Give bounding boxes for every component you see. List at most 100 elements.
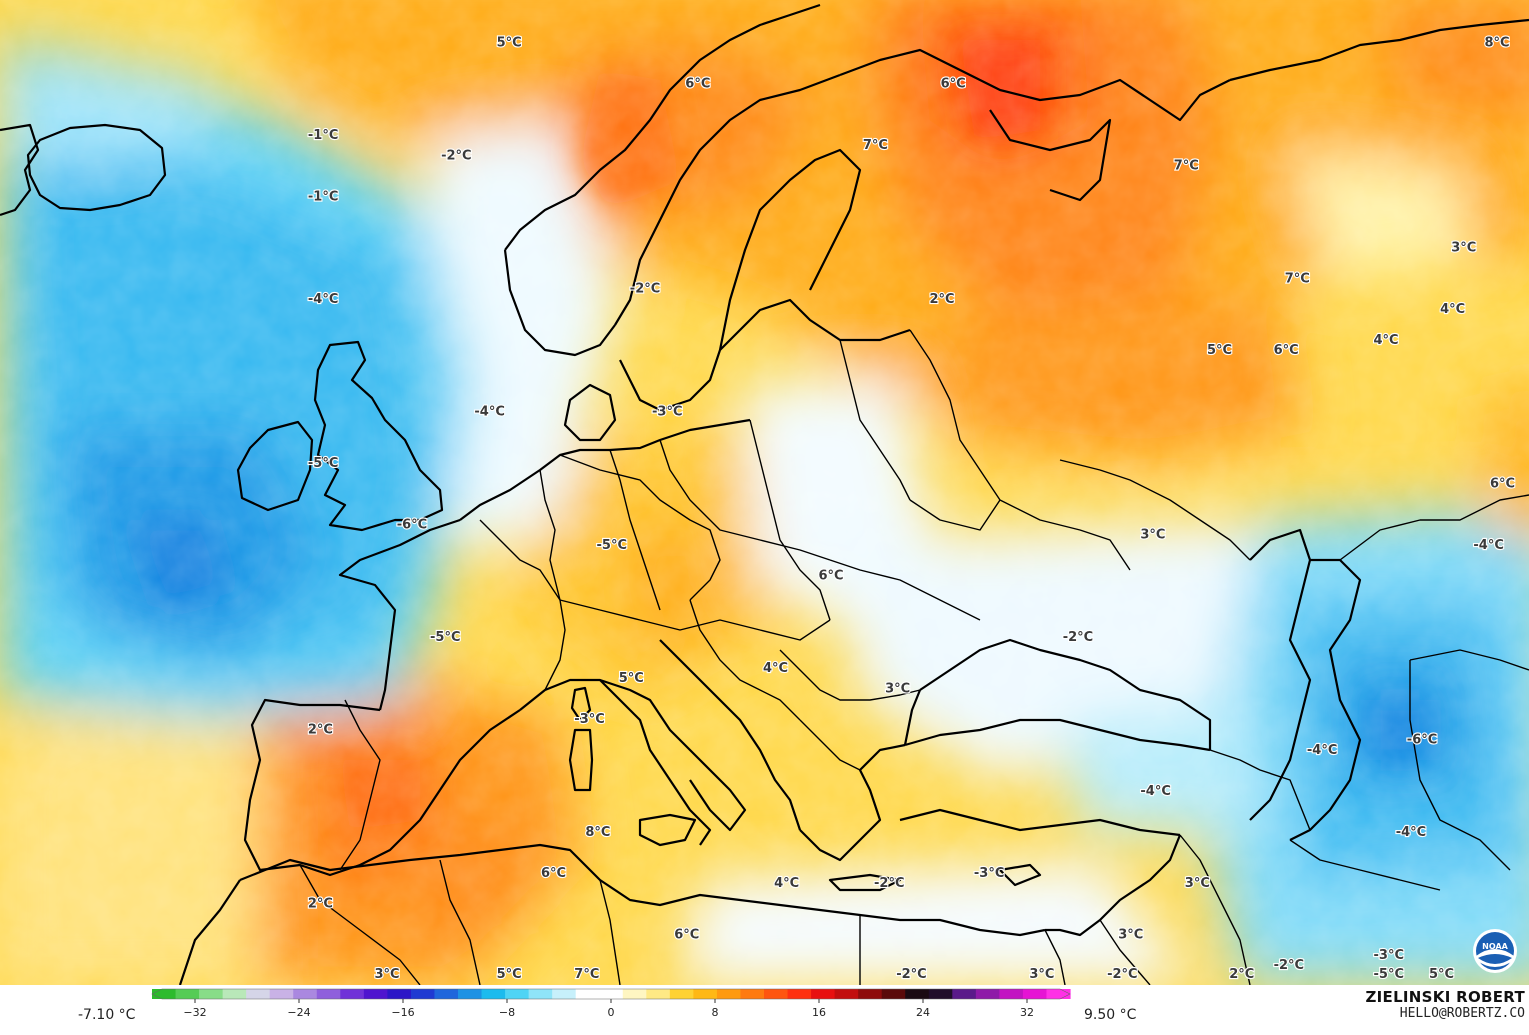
- legend-swatch: [363, 989, 388, 999]
- legend-swatch: [387, 989, 412, 999]
- temp-label: 4°C: [774, 876, 799, 891]
- temp-label: -4°C: [1307, 743, 1337, 758]
- legend-swatch: [528, 989, 553, 999]
- legend-swatch: [858, 989, 883, 999]
- temp-label: 3°C: [1029, 967, 1054, 982]
- gulf-of-bothnia: [718, 148, 862, 351]
- temp-label: 3°C: [1185, 876, 1210, 891]
- temp-label: 6°C: [541, 866, 566, 881]
- legend-swatch: [787, 989, 812, 999]
- temp-label: -5°C: [430, 630, 460, 645]
- temp-label: 2°C: [1229, 967, 1254, 982]
- author-name: ZIELINSKI ROBERT: [1365, 988, 1525, 1006]
- author-email[interactable]: HELLO@ROBERTZ.CO: [1399, 1006, 1525, 1021]
- sardinia-coast: [568, 728, 594, 792]
- temp-label: 5°C: [619, 671, 644, 686]
- map-canvas: 5°C 6°C 6°C 7°C 7°C 8°C -1°C -2°C -1°C -2°C 2°C 3°C…: [0, 0, 1529, 985]
- ireland-coast: [236, 420, 314, 512]
- iceland-coast: [26, 123, 167, 212]
- legend-swatch: [740, 989, 765, 999]
- temp-label: 4°C: [763, 661, 788, 676]
- temp-label: -1°C: [308, 128, 338, 143]
- legend-swatch: [764, 989, 789, 999]
- temp-label: -4°C: [1396, 825, 1426, 840]
- temp-label: -2°C: [441, 148, 471, 163]
- temp-label: -5°C: [597, 538, 627, 553]
- temp-label: -2°C: [1063, 630, 1093, 645]
- legend-swatch: [716, 989, 742, 999]
- temp-label: -3°C: [1374, 948, 1404, 963]
- legend-outline: [151, 988, 1071, 1000]
- legend-svg: −32 −24 −16 −8 0 8 16 24 32: [151, 988, 1071, 1019]
- temp-label: -2°C: [874, 876, 904, 891]
- temp-label: 4°C: [1374, 333, 1399, 348]
- sicily-coast: [638, 813, 697, 847]
- legend-tick-label: 8: [712, 1006, 719, 1019]
- legend-swatch: [434, 989, 459, 999]
- legend-swatch: [269, 989, 294, 999]
- legend-swatch: [905, 989, 930, 999]
- legend-tick-label: −8: [499, 1006, 515, 1019]
- denmark-coast: [563, 383, 617, 442]
- temp-label: -3°C: [974, 866, 1004, 881]
- legend-swatch: [975, 989, 1000, 999]
- italy-coast: [599, 679, 712, 846]
- caspian-east: [1289, 558, 1362, 841]
- temp-label: 6°C: [819, 569, 844, 584]
- adriatic-east: [659, 639, 802, 831]
- temp-label: 6°C: [941, 77, 966, 92]
- temp-label: 5°C: [1429, 967, 1454, 982]
- temp-label: 3°C: [375, 967, 400, 982]
- temp-label: -5°C: [1374, 967, 1404, 982]
- legend-swatch: [999, 989, 1024, 999]
- black-sea-north: [919, 638, 1212, 750]
- levant-coast: [1045, 834, 1182, 937]
- russia-arctic-coast: [1229, 18, 1529, 82]
- legend-swatch: [1022, 989, 1048, 999]
- legend-tick-label: −16: [391, 1006, 414, 1019]
- legend-ticks: −32 −24 −16 −8 0 8 16 24 32: [183, 999, 1034, 1019]
- temperature-map[interactable]: 5°C 6°C 6°C 7°C 7°C 8°C -1°C -2°C -1°C -2°C 2°C 3°C…: [0, 0, 1529, 985]
- range-max-label: 9.50 °C: [1084, 1007, 1137, 1023]
- temp-label: -4°C: [1140, 784, 1170, 799]
- corsica-coast: [570, 686, 592, 722]
- med-north-coast: [519, 678, 747, 832]
- legend-swatch: [458, 989, 483, 999]
- temp-label: -4°C: [474, 405, 504, 420]
- coastlines: [0, 3, 1529, 985]
- turkey-coast: [904, 718, 1211, 752]
- cyprus-coast: [998, 863, 1042, 887]
- legend-swatch: [410, 989, 436, 999]
- greece-coast: [799, 743, 906, 862]
- legend-swatch: [599, 989, 624, 999]
- norway-south-coast: [503, 249, 616, 357]
- africa-west-coast: [178, 879, 241, 985]
- legend-swatch: [646, 989, 671, 999]
- legend-tick-label: −32: [183, 1006, 206, 1019]
- temp-label: 2°C: [930, 292, 955, 307]
- temp-label: 5°C: [497, 967, 522, 982]
- noaa-logo-text: NOAA: [1482, 942, 1508, 951]
- temp-label: 3°C: [885, 681, 910, 696]
- legend-swatch: [952, 989, 977, 999]
- white-sea: [989, 109, 1112, 202]
- legend-tick-label: 32: [1020, 1006, 1034, 1019]
- temp-label: -4°C: [308, 292, 338, 307]
- temp-label: -2°C: [1274, 958, 1304, 973]
- temp-label: 6°C: [685, 77, 710, 92]
- temp-label: -2°C: [896, 967, 926, 982]
- legend-swatch: [222, 989, 247, 999]
- legend-swatch: [316, 989, 341, 999]
- legend-swatch: [246, 989, 271, 999]
- temp-label: 2°C: [308, 722, 333, 737]
- temp-label: -6°C: [397, 517, 427, 532]
- kola-coast: [839, 48, 1231, 122]
- noaa-logo-icon: NOAA: [1473, 929, 1517, 973]
- temp-label: 6°C: [1490, 476, 1515, 491]
- temp-label: -6°C: [1407, 733, 1437, 748]
- range-min-label: -7.10 °C: [78, 1007, 136, 1023]
- legend-swatch: [622, 989, 647, 999]
- legend-swatch: [293, 989, 318, 999]
- temp-label: 2°C: [308, 897, 333, 912]
- temp-label: -5°C: [308, 456, 338, 471]
